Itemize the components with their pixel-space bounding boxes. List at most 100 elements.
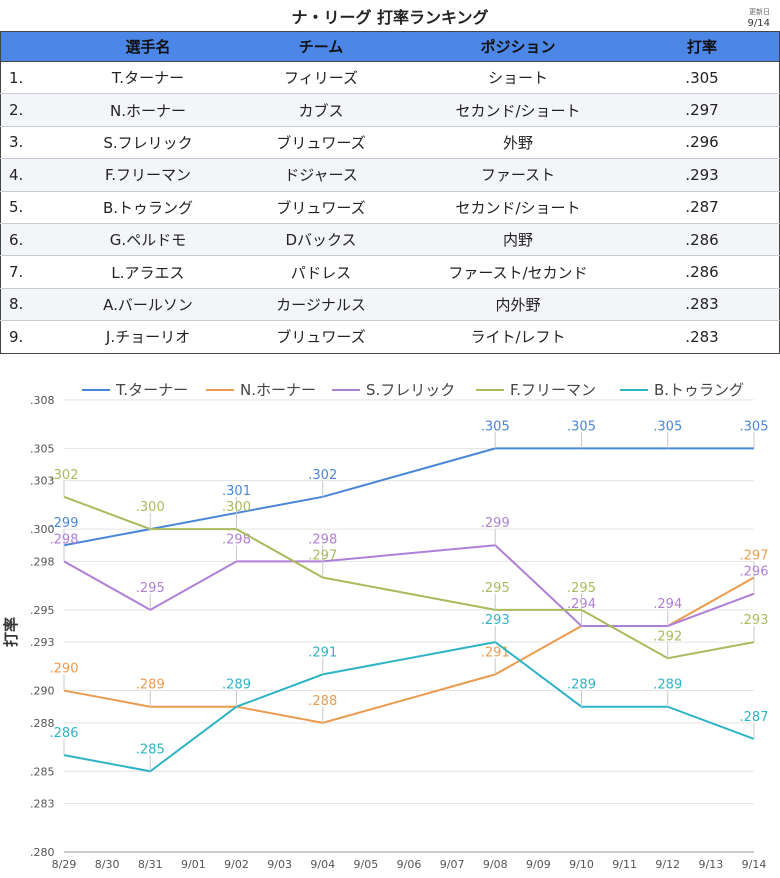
cell-team: ドジャース	[231, 158, 411, 192]
y-tick-label: .285	[30, 765, 55, 778]
cell-rank: 9.	[9, 327, 24, 346]
series-line	[63, 544, 755, 627]
x-tick-label: 9/02	[224, 858, 249, 871]
cell-team: カブス	[231, 93, 411, 127]
data-label: .295	[567, 581, 596, 596]
data-label: .295	[136, 581, 165, 596]
ranking-table: 選手名 チーム ポジション 打率 1. T.ターナー フィリーズ ショート .305 2.…	[0, 31, 780, 354]
data-label: .300	[222, 500, 251, 515]
legend-label: B.トゥラング	[654, 381, 744, 399]
data-label: .299	[50, 516, 79, 531]
header-rank	[0, 31, 65, 62]
x-tick-label: 9/03	[267, 858, 292, 871]
series-line	[63, 447, 754, 547]
cell-position: ライト/レフト	[470, 328, 566, 347]
cell-player: B.トゥラング	[65, 191, 231, 224]
cell-team: パドレス	[231, 255, 411, 289]
cell-rank: 6.	[0, 223, 65, 257]
data-label: .291	[308, 645, 337, 660]
updated-value: 9/14	[747, 18, 770, 29]
data-label: .293	[740, 613, 769, 628]
cell-player: A.バールソン	[65, 288, 231, 322]
legend-label: T.ターナー	[115, 381, 188, 399]
x-tick-label: 9/04	[310, 858, 335, 871]
data-label: .294	[653, 597, 682, 612]
cell-avg: .286	[625, 223, 780, 257]
data-label: .297	[740, 549, 769, 564]
data-label: .298	[50, 532, 79, 547]
cell-rank: 8.	[0, 288, 65, 322]
batting-average-line-chart: .280.283.285.288.290.293.295.298.300.303…	[2, 381, 769, 871]
legend-label: N.ホーナー	[240, 381, 316, 399]
data-label: .291	[481, 645, 510, 660]
table-row: 5. B.トゥラング ブリュワーズ セカンド/ショート .287	[0, 191, 780, 224]
cell-position: ファースト/セカンド	[411, 255, 625, 289]
y-tick-label: .305	[30, 442, 55, 455]
cell-avg: .297	[625, 93, 780, 127]
x-tick-label: 9/06	[397, 858, 422, 871]
data-label: .305	[481, 419, 510, 434]
cell-avg: .283	[685, 327, 719, 346]
x-tick-label: 8/29	[52, 858, 77, 871]
y-tick-label: .300	[30, 523, 55, 536]
cell-position: 内野	[411, 223, 625, 257]
cell-team: ブリュワーズ	[231, 191, 411, 224]
cell-team: ブリュワーズ	[276, 328, 366, 347]
header-avg: 打率	[625, 31, 780, 62]
data-label: .305	[740, 419, 769, 434]
cell-position: セカンド/ショート	[411, 93, 625, 127]
cell-rank: 7.	[0, 255, 65, 289]
y-tick-label: .308	[30, 394, 55, 407]
table-row: 7. L.アラエス パドレス ファースト/セカンド .286	[0, 255, 780, 289]
data-label: .286	[50, 726, 79, 741]
x-tick-label: 9/11	[612, 858, 637, 871]
data-label: .287	[740, 710, 769, 725]
x-tick-label: 9/13	[699, 858, 724, 871]
y-tick-label: .290	[30, 685, 55, 698]
cell-rank: 2.	[0, 93, 65, 127]
table-header-row: 選手名 チーム ポジション 打率	[0, 31, 780, 62]
x-tick-label: 9/07	[440, 858, 465, 871]
y-tick-label: .288	[30, 717, 55, 730]
header-player: 選手名	[65, 31, 231, 62]
data-label: .289	[136, 678, 165, 693]
data-label: .299	[481, 516, 510, 531]
cell-avg: .283	[625, 288, 780, 322]
cell-player: T.ターナー	[65, 61, 231, 95]
data-label: .288	[308, 694, 337, 709]
series-line	[63, 495, 755, 660]
cell-avg: .286	[625, 255, 780, 289]
cell-player: G.ペルドモ	[65, 223, 231, 257]
cell-player: F.フリーマン	[65, 158, 231, 192]
data-label: .290	[50, 662, 79, 677]
x-tick-label: 8/31	[138, 858, 163, 871]
page-title: ナ・リーグ 打率ランキング	[291, 8, 489, 27]
table-row: 4. F.フリーマン ドジャース ファースト .293	[0, 158, 780, 192]
x-tick-label: 9/09	[526, 858, 551, 871]
cell-rank: 1.	[0, 61, 65, 95]
cell-team: ブリュワーズ	[231, 126, 411, 160]
data-label: .302	[50, 468, 79, 483]
data-label: .300	[136, 500, 165, 515]
cell-avg: .305	[625, 61, 780, 95]
data-label: .289	[653, 678, 682, 693]
x-tick-label: 8/30	[95, 858, 120, 871]
cell-avg: .296	[625, 126, 780, 160]
y-tick-label: .303	[30, 475, 55, 488]
cell-team: カージナルス	[231, 288, 411, 322]
cell-avg: .287	[625, 191, 780, 224]
data-label: .305	[567, 419, 596, 434]
cell-player: J.チョーリオ	[105, 328, 191, 347]
cell-position: ショート	[411, 61, 625, 95]
y-tick-label: .298	[30, 555, 55, 568]
data-label: .301	[222, 484, 251, 499]
cell-position: 外野	[411, 126, 625, 160]
cell-avg: .293	[625, 158, 780, 192]
cell-rank: 4.	[0, 158, 65, 192]
data-label: .298	[222, 532, 251, 547]
data-label: .295	[481, 581, 510, 596]
table-row: 8. A.バールソン カージナルス 内外野 .283	[0, 288, 780, 322]
cell-position: 内外野	[411, 288, 625, 322]
cell-team: Dバックス	[231, 223, 411, 257]
x-tick-label: 9/08	[483, 858, 508, 871]
